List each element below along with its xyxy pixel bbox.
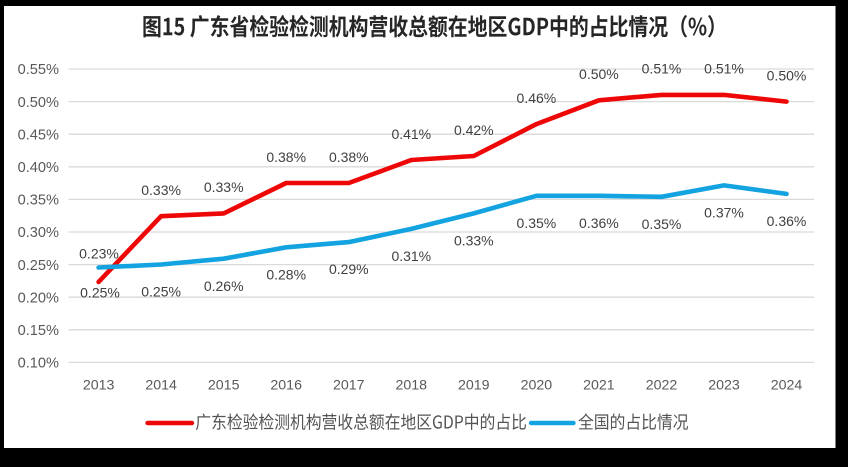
svg-text:0.31%: 0.31%	[391, 248, 431, 264]
svg-text:0.33%: 0.33%	[141, 182, 181, 198]
svg-text:0.28%: 0.28%	[266, 266, 306, 282]
svg-text:0.40%: 0.40%	[18, 160, 59, 176]
svg-text:0.15%: 0.15%	[18, 323, 59, 339]
svg-text:0.25%: 0.25%	[80, 285, 120, 301]
svg-text:2019: 2019	[458, 378, 490, 394]
svg-text:2017: 2017	[333, 378, 365, 394]
svg-text:0.30%: 0.30%	[18, 225, 59, 241]
svg-text:2014: 2014	[145, 378, 177, 394]
svg-text:0.35%: 0.35%	[642, 216, 682, 232]
svg-text:2021: 2021	[583, 378, 615, 394]
svg-text:0.36%: 0.36%	[579, 215, 619, 231]
svg-text:2020: 2020	[521, 378, 553, 394]
svg-text:0.42%: 0.42%	[454, 122, 494, 138]
svg-text:0.46%: 0.46%	[517, 90, 557, 106]
svg-text:0.37%: 0.37%	[704, 205, 744, 221]
svg-text:2015: 2015	[208, 378, 240, 394]
svg-text:0.38%: 0.38%	[329, 149, 369, 165]
svg-text:0.33%: 0.33%	[204, 179, 244, 195]
svg-text:2022: 2022	[646, 378, 678, 394]
svg-text:0.55%: 0.55%	[18, 62, 59, 78]
svg-text:0.25%: 0.25%	[18, 258, 59, 274]
svg-text:2024: 2024	[771, 378, 803, 394]
svg-text:0.35%: 0.35%	[18, 193, 59, 209]
svg-text:0.29%: 0.29%	[329, 261, 369, 277]
svg-text:0.36%: 0.36%	[767, 213, 807, 229]
svg-text:0.50%: 0.50%	[579, 66, 619, 82]
svg-text:0.25%: 0.25%	[141, 284, 181, 300]
svg-text:2023: 2023	[708, 378, 740, 394]
svg-text:0.35%: 0.35%	[517, 215, 557, 231]
svg-text:0.50%: 0.50%	[767, 67, 807, 83]
svg-text:0.26%: 0.26%	[204, 278, 244, 294]
svg-text:0.45%: 0.45%	[18, 127, 59, 143]
svg-text:0.41%: 0.41%	[391, 126, 431, 142]
svg-text:0.51%: 0.51%	[642, 61, 682, 77]
svg-text:2016: 2016	[270, 378, 302, 394]
svg-text:0.51%: 0.51%	[704, 61, 744, 77]
svg-text:0.50%: 0.50%	[18, 95, 59, 111]
svg-text:2018: 2018	[396, 378, 428, 394]
svg-text:0.10%: 0.10%	[18, 356, 59, 372]
svg-text:0.20%: 0.20%	[18, 290, 59, 306]
svg-text:0.33%: 0.33%	[454, 233, 494, 249]
svg-text:0.23%: 0.23%	[79, 246, 119, 262]
svg-text:2013: 2013	[83, 378, 115, 394]
svg-text:0.38%: 0.38%	[266, 149, 306, 165]
